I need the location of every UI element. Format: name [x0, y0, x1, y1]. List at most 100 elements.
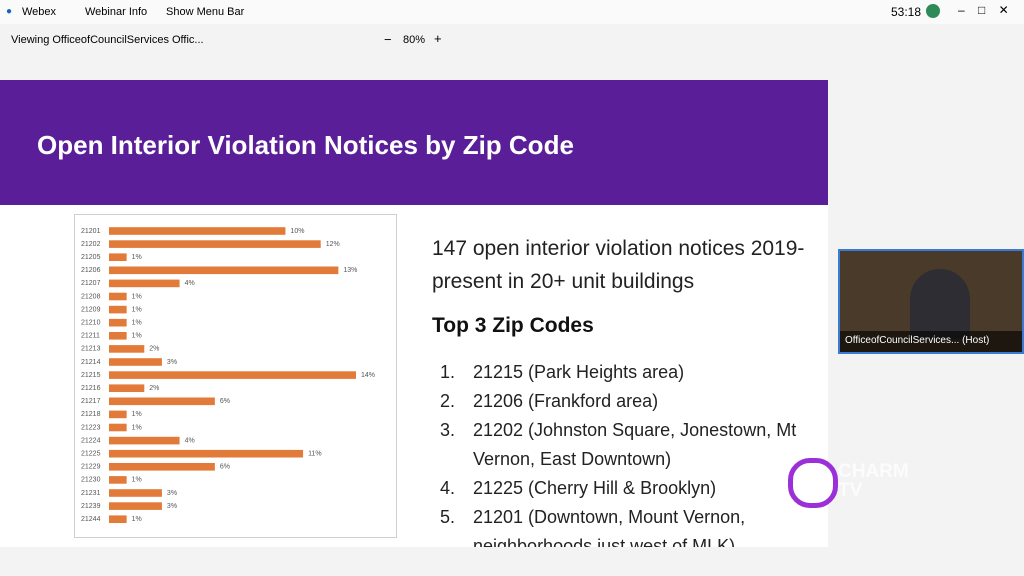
app-icon: ● [6, 6, 13, 17]
item-number: 4. [440, 478, 456, 498]
list-item: 2. 21206 (Frankford area) [440, 387, 820, 416]
value-label: 12% [326, 241, 340, 248]
title-bar [0, 0, 1024, 24]
watermark: CHARM TV [838, 461, 909, 501]
category-label: 21208 [81, 293, 101, 300]
list-item: 1. 21215 (Park Heights area) [440, 358, 820, 387]
item-number: 1. [440, 362, 456, 382]
video-tile[interactable]: OfficeofCouncilServices... (Host) [838, 249, 1024, 354]
category-label: 21209 [81, 306, 101, 313]
bar [109, 515, 127, 523]
watermark-logo [788, 458, 838, 508]
value-label: 11% [308, 451, 322, 458]
summary: 147 open interior violation notices 2019… [432, 237, 805, 293]
item-text: 21225 (Cherry Hill & Brooklyn) [473, 478, 717, 498]
bar [109, 397, 215, 406]
item-text: 21215 (Park Heights area) [473, 362, 685, 382]
bar [109, 305, 127, 314]
value-label: 4% [185, 437, 195, 444]
category-label: 21230 [81, 477, 101, 484]
bar [109, 423, 127, 432]
zoom-level: 80% [403, 34, 426, 46]
category-label: 21205 [81, 254, 101, 261]
value-label: 2% [149, 385, 159, 392]
bar [109, 332, 127, 340]
slide-title: Open Interior Violation Notices by Zip C… [37, 130, 574, 160]
bar [109, 318, 127, 327]
value-label: 10% [290, 228, 304, 235]
app-name: Webex [22, 6, 57, 18]
category-label: 21225 [81, 451, 101, 458]
window-controls[interactable]: – □ ✕ [958, 3, 1009, 17]
category-label: 21216 [81, 385, 101, 392]
bar [109, 476, 127, 484]
value-label: 1% [132, 320, 142, 327]
speaker [910, 269, 970, 339]
list-item: 4. 21225 (Cherry Hill & Brooklyn) [440, 474, 820, 503]
bar [109, 502, 162, 510]
category-label: 21239 [81, 503, 101, 510]
bar [109, 371, 356, 379]
bar [109, 384, 145, 392]
value-label: 1% [132, 411, 142, 418]
value-label: 2% [149, 346, 159, 353]
video-label-bg [840, 331, 1022, 352]
value-label: 14% [361, 372, 375, 379]
value-label: 1% [132, 306, 142, 313]
bar [109, 436, 180, 445]
category-label: 21218 [81, 411, 101, 418]
item-number: 2. [440, 391, 456, 411]
category-label: 21217 [81, 398, 101, 405]
category-label: 21231 [81, 490, 101, 497]
category-label: 21207 [81, 280, 101, 287]
video-label: OfficeofCouncilServices... (Host) [845, 335, 990, 346]
bar [109, 410, 127, 419]
value-label: 1% [132, 477, 142, 484]
heading: Top 3 Zip Codes [432, 314, 594, 337]
zip-list: 1. 21215 (Park Heights area) 2. 21206 (Fran… [440, 358, 820, 547]
item-text: 21201 (Downtown, Mount Vernon, neighborh… [473, 507, 746, 547]
value-label: 13% [343, 267, 357, 274]
bar [109, 463, 215, 471]
timer: 53:18 [891, 5, 922, 19]
value-label: 3% [167, 359, 177, 366]
category-label: 21214 [81, 359, 101, 366]
status-icon [926, 4, 940, 18]
webinar-info[interactable]: Webinar Info [85, 6, 148, 18]
category-label: 21213 [81, 346, 101, 353]
value-label: 6% [220, 464, 230, 471]
zoom-out[interactable]: − [384, 32, 392, 47]
item-number: 3. [440, 420, 456, 440]
bar [109, 227, 286, 235]
bar [109, 240, 321, 248]
bar [109, 266, 339, 275]
bar [109, 253, 127, 261]
value-label: 3% [167, 490, 177, 497]
bar [109, 279, 180, 288]
viewing-label: Viewing OfficeofCouncilServices Offic... [11, 34, 204, 46]
value-label: 6% [220, 398, 230, 405]
bar [109, 292, 127, 301]
list-item: 5. 21201 (Downtown, Mount Vernon, neighbo… [440, 503, 820, 547]
bar [109, 345, 145, 353]
category-label: 21215 [81, 372, 101, 379]
bar [109, 358, 162, 366]
category-label: 21223 [81, 424, 101, 431]
list-item: 3. 21202 (Johnston Square, Jonestown, Mt … [440, 416, 820, 474]
category-label: 21224 [81, 437, 101, 444]
category-label: 21202 [81, 241, 101, 248]
item-number: 5. [440, 507, 456, 527]
menu-toggle[interactable]: Show Menu Bar [166, 6, 245, 18]
chart-frame: 21201 10% 21202 12% 21205 1% 21206 13% 21207 4% 21… [74, 214, 397, 538]
slide: Open Interior Violation Notices by Zip C… [0, 80, 828, 547]
value-label: 3% [167, 503, 177, 510]
value-label: 4% [185, 280, 195, 287]
value-label: 1% [132, 254, 142, 261]
zoom-in[interactable]: + [434, 31, 442, 46]
category-label: 21201 [81, 228, 101, 235]
slide-header: Open Interior Violation Notices by Zip C… [0, 80, 828, 205]
category-label: 21211 [81, 333, 100, 340]
bar [109, 449, 304, 458]
category-label: 21244 [81, 516, 101, 523]
